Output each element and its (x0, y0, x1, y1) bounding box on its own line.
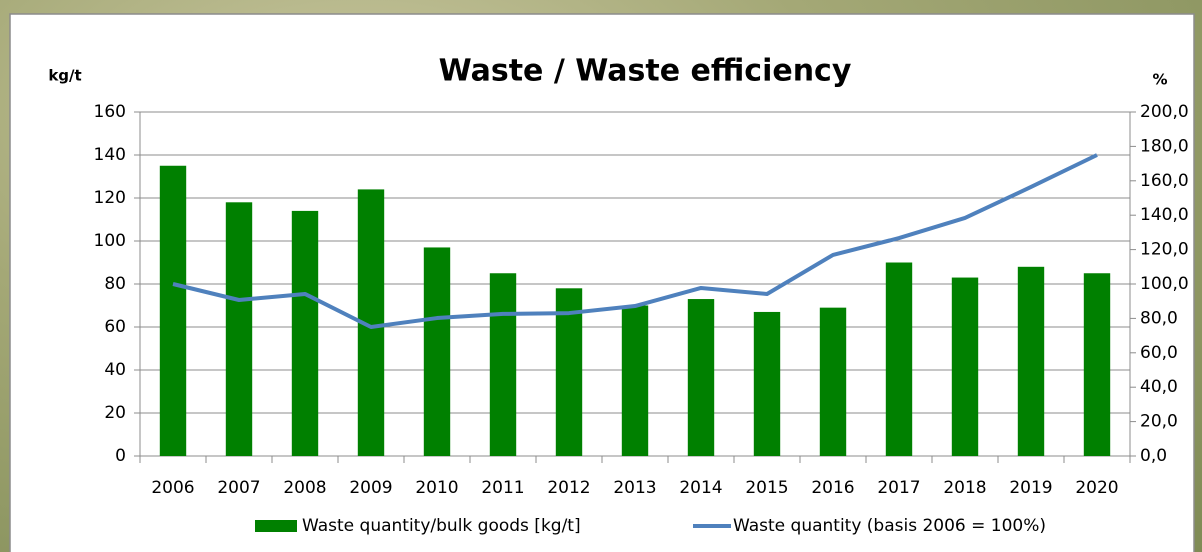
y2-tick-label: 200,0 (1140, 102, 1189, 122)
y-tick-label: 40 (104, 360, 126, 380)
chart-title: Waste / Waste efficiency (439, 54, 852, 89)
y2-tick-label: 140,0 (1140, 205, 1189, 225)
x-tick-label: 2017 (877, 478, 920, 498)
x-tick-label: 2018 (943, 478, 986, 498)
bar (819, 307, 847, 456)
x-tick-label: 2012 (547, 478, 590, 498)
x-tick-label: 2013 (613, 478, 656, 498)
x-tick-label: 2008 (283, 478, 326, 498)
y2-tick-label: 60,0 (1140, 343, 1178, 363)
y-tick-label: 160 (94, 102, 126, 122)
x-tick-label: 2020 (1075, 478, 1118, 498)
y-tick-label: 0 (115, 446, 126, 466)
y-tick-label: 80 (104, 274, 126, 294)
y-axis-label: kg/t (48, 67, 81, 85)
bar (1017, 266, 1045, 456)
x-tick-label: 2019 (1009, 478, 1052, 498)
y-tick-label: 20 (104, 403, 126, 423)
y-tick-label: 140 (94, 145, 126, 165)
x-tick-label: 2014 (679, 478, 722, 498)
y2-tick-label: 100,0 (1140, 274, 1189, 294)
bar (1083, 273, 1111, 456)
legend-swatch (255, 520, 297, 532)
y2-axis-label: % (1152, 71, 1167, 89)
x-tick-label: 2007 (217, 478, 260, 498)
x-tick-label: 2016 (811, 478, 854, 498)
legend-label: Waste quantity (basis 2006 = 100%) (733, 516, 1046, 536)
x-tick-label: 2006 (151, 478, 194, 498)
bar (555, 288, 583, 456)
bar (951, 277, 979, 456)
bar (621, 305, 649, 456)
x-tick-label: 2011 (481, 478, 524, 498)
chart-panel (9, 13, 1195, 552)
line (172, 153, 1098, 329)
bar (159, 165, 187, 456)
y-tick-label: 60 (104, 317, 126, 337)
y2-tick-label: 120,0 (1140, 240, 1189, 260)
bar (423, 247, 451, 456)
x-tick-label: 2009 (349, 478, 392, 498)
bar (489, 273, 517, 456)
bar (291, 210, 319, 456)
y2-tick-label: 160,0 (1140, 171, 1189, 191)
y2-tick-label: 20,0 (1140, 412, 1178, 432)
bar (225, 202, 253, 456)
bar (753, 311, 781, 456)
x-tick-label: 2015 (745, 478, 788, 498)
y2-tick-label: 40,0 (1140, 377, 1178, 397)
y2-tick-label: 0,0 (1140, 446, 1167, 466)
y-tick-label: 120 (94, 188, 126, 208)
legend-label: Waste quantity/bulk goods [kg/t] (302, 516, 581, 536)
y-tick-label: 100 (94, 231, 126, 251)
x-tick-label: 2010 (415, 478, 458, 498)
bar (687, 299, 715, 456)
y2-tick-label: 180,0 (1140, 136, 1189, 156)
y2-tick-label: 80,0 (1140, 308, 1178, 328)
bar (885, 262, 913, 456)
